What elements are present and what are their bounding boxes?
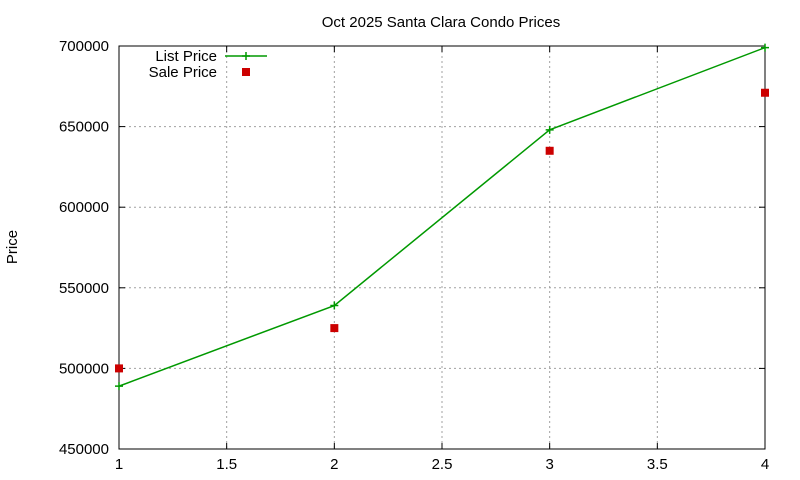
legend-label-sale-price: Sale Price bbox=[149, 64, 217, 81]
y-tick-label: 450000 bbox=[59, 441, 109, 458]
x-tick-label: 3 bbox=[545, 456, 553, 473]
y-tick-label: 500000 bbox=[59, 360, 109, 377]
list-price-line bbox=[118, 46, 766, 387]
legend-label-list-price: List Price bbox=[155, 48, 217, 65]
list-price-point bbox=[115, 382, 123, 391]
y-axis-label: Price bbox=[4, 230, 21, 264]
y-tick-label: 550000 bbox=[59, 280, 109, 297]
axis-ticks: 1 1.5 2 2.5 3 3.5 4 450000 500000 550000 600000 650… bbox=[59, 38, 769, 473]
y-tick-label: 600000 bbox=[59, 199, 109, 216]
sale-price-point bbox=[115, 364, 123, 373]
x-tick-label: 4 bbox=[761, 456, 769, 473]
list-price-point bbox=[330, 301, 339, 310]
list-price-point bbox=[761, 43, 769, 52]
series-layer bbox=[115, 43, 769, 391]
x-tick-label: 1 bbox=[115, 456, 123, 473]
chart-title: Oct 2025 Santa Clara Condo Prices bbox=[322, 14, 560, 31]
grid-lines bbox=[119, 46, 765, 449]
legend-marker-list-price bbox=[242, 52, 250, 60]
x-tick-label: 1.5 bbox=[216, 456, 237, 473]
x-tick-label: 2 bbox=[330, 456, 338, 473]
legend-marker-sale-price bbox=[242, 68, 250, 76]
y-tick-label: 700000 bbox=[59, 38, 109, 55]
sale-price-point bbox=[545, 146, 554, 155]
sale-price-point bbox=[761, 88, 769, 97]
list-price-point bbox=[545, 125, 554, 134]
x-tick-label: 3.5 bbox=[647, 456, 668, 473]
x-tick-label: 2.5 bbox=[432, 456, 453, 473]
sale-price-point bbox=[330, 324, 339, 333]
y-tick-label: 650000 bbox=[59, 119, 109, 136]
